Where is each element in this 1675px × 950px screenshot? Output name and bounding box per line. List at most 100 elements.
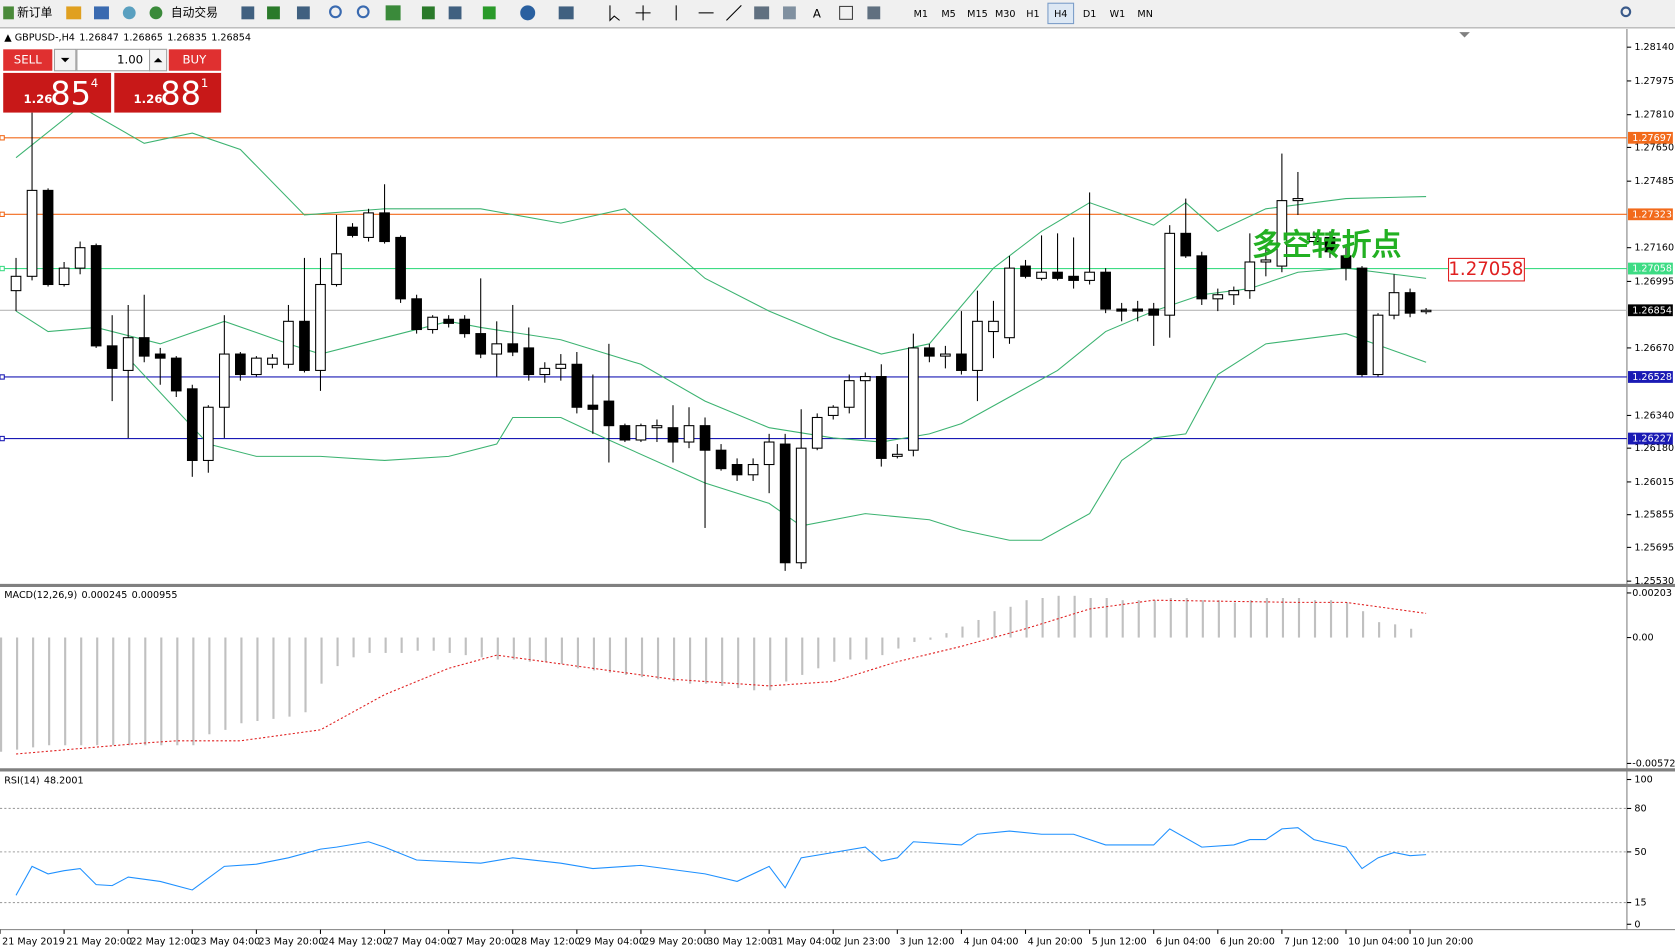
candle-body xyxy=(475,333,487,355)
candle-body xyxy=(859,376,871,382)
candle-body xyxy=(1116,308,1127,312)
level-label-bg xyxy=(1627,432,1673,445)
timeframe-button[interactable]: MN xyxy=(1137,9,1152,20)
sell-price-box[interactable] xyxy=(3,72,112,113)
x-tick-label: 5 Jun 12:00 xyxy=(1092,936,1147,947)
plot-layer: 1.28140 1.27975 1.27810 1.27650 1.27485 1.271… xyxy=(0,42,1675,947)
timeframe-button[interactable]: H1 xyxy=(1026,9,1039,20)
auto-trading[interactable]: 自动交易 xyxy=(171,5,218,19)
arrow xyxy=(60,57,70,63)
low: 1.26835 xyxy=(167,33,207,44)
timeframe-button[interactable]: M5 xyxy=(941,9,955,20)
x-tick-label: 29 May 20:00 xyxy=(643,936,709,947)
candle-body xyxy=(347,226,358,236)
rsi-value: 48.2001 xyxy=(44,776,84,787)
candle-body xyxy=(1004,267,1015,339)
candle-body xyxy=(956,353,967,371)
timeframe-button[interactable]: D1 xyxy=(1083,9,1097,20)
x-tick-label: 27 May 04:00 xyxy=(387,936,453,947)
level-label: 1.26227 xyxy=(1632,434,1672,445)
candle-body xyxy=(972,320,983,371)
candle-body xyxy=(427,316,438,331)
candle-body xyxy=(763,441,775,466)
timeframe-button[interactable]: H4 xyxy=(1054,9,1067,20)
y-tick-label: 0.00203 xyxy=(1632,588,1672,599)
x-tick-label: 7 Jun 12:00 xyxy=(1284,936,1339,947)
y-tick-label: 80 xyxy=(1634,803,1646,814)
candle-body xyxy=(58,267,70,286)
buy-price-box[interactable] xyxy=(114,72,222,113)
candle-body xyxy=(90,245,102,347)
candle-body xyxy=(122,337,134,371)
y-tick-label: 1.27160 xyxy=(1634,243,1674,254)
trade-panel: SELL 1.00 BUY 1.26 85 4 1.26 88 1 xyxy=(3,48,222,113)
candle-body xyxy=(10,275,22,292)
candle-body xyxy=(715,449,727,470)
candle-body xyxy=(683,425,695,443)
candle-body xyxy=(186,388,198,461)
annotation: 多空转折点 xyxy=(1252,228,1402,263)
rsi-line xyxy=(15,827,1427,896)
level-label-bg xyxy=(1627,371,1673,383)
sell-button[interactable] xyxy=(3,49,53,71)
lot-value: 1.00 xyxy=(117,53,143,67)
candle-body xyxy=(1276,200,1288,267)
candle-body xyxy=(555,363,567,369)
candle-body xyxy=(811,416,823,449)
band-upper xyxy=(15,105,1427,355)
y-tick-label: 1.26670 xyxy=(1634,343,1674,354)
candle-body xyxy=(891,453,903,457)
candle-body xyxy=(154,353,166,359)
x-tick-label: 22 May 12:00 xyxy=(130,936,196,947)
candle-body xyxy=(299,320,310,371)
level-label: 1.27323 xyxy=(1632,209,1672,220)
candle-body xyxy=(1084,271,1095,281)
candle-body xyxy=(267,357,278,365)
y-tick-label: 50 xyxy=(1634,847,1646,858)
candle-body xyxy=(1260,259,1272,263)
candle-body xyxy=(1052,271,1063,279)
x-tick-label: 4 Jun 20:00 xyxy=(1028,936,1083,947)
sell-frac: 4 xyxy=(91,76,98,90)
y-tick-label: 1.28140 xyxy=(1634,42,1674,53)
y-tick-label: 1.26015 xyxy=(1634,477,1674,488)
candle-body xyxy=(875,376,887,459)
candle-body xyxy=(1212,294,1224,300)
new-order[interactable]: 新订单 xyxy=(17,5,52,19)
timeframe-button[interactable]: M30 xyxy=(995,9,1016,20)
y-tick-label: 1.25855 xyxy=(1634,510,1674,521)
candle-body xyxy=(843,380,855,408)
x-tick-label: 21 May 20:00 xyxy=(66,936,132,947)
header-arrow: ▲ xyxy=(4,33,14,44)
level-label: 1.27697 xyxy=(1632,133,1672,144)
high: 1.26865 xyxy=(123,33,163,44)
candle-body xyxy=(827,406,839,416)
main-panel xyxy=(0,28,1627,585)
x-tick-label: 10 Jun 04:00 xyxy=(1348,936,1409,947)
timeframe-button[interactable]: W1 xyxy=(1110,9,1126,20)
timeframe-button[interactable]: M15 xyxy=(967,9,988,20)
candle-body xyxy=(667,427,679,443)
y-tick-label: -0.005729 xyxy=(1632,758,1675,769)
svg-text:A: A xyxy=(813,6,821,20)
candle-body xyxy=(106,345,118,369)
candle-body xyxy=(924,347,935,357)
candle-body xyxy=(988,320,999,333)
y-tick-label: 1.25530 xyxy=(1634,576,1674,587)
candle-body xyxy=(1340,255,1352,269)
candle-body xyxy=(731,464,743,476)
macd-header: MACD(12,26,9) 0.000245 0.000955 xyxy=(4,590,177,601)
x-tick-label: 30 May 12:00 xyxy=(707,936,773,947)
level-label: 1.26854 xyxy=(1632,305,1672,316)
candle-body xyxy=(1308,236,1320,243)
candle-body xyxy=(1420,309,1432,313)
buy-button[interactable] xyxy=(168,49,222,71)
candle-body xyxy=(1132,308,1144,312)
level-handle xyxy=(0,435,5,442)
y-tick-label: 1.26995 xyxy=(1634,276,1674,287)
level-label-bg xyxy=(1627,208,1673,221)
candle-body xyxy=(363,212,374,238)
y-tick-label: 1.26180 xyxy=(1634,443,1674,454)
timeframe-button[interactable]: M1 xyxy=(914,9,928,20)
